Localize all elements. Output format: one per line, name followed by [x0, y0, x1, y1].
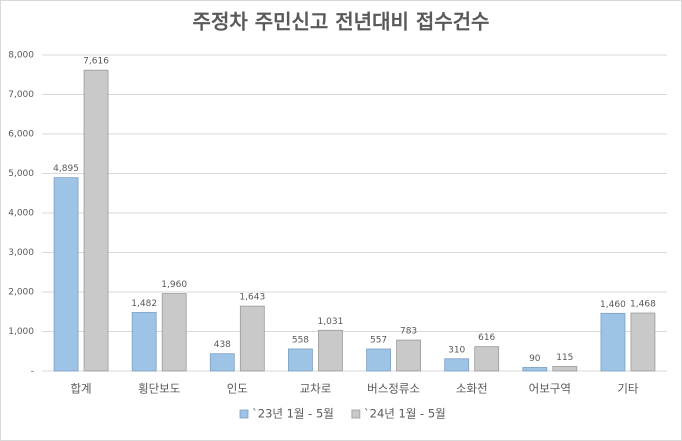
- legend-swatch: [239, 409, 249, 419]
- value-label: 558: [292, 335, 309, 345]
- value-label: 1,468: [630, 300, 656, 310]
- y-tick-label: 4,000: [8, 209, 34, 219]
- y-tick-label: 3,000: [8, 248, 34, 258]
- legend-label: `23년 1월 - 5월: [252, 407, 334, 421]
- value-label: 1,482: [131, 299, 157, 309]
- bar: [630, 312, 656, 372]
- y-tick-label: 8,000: [8, 51, 34, 61]
- x-tick-label: 소화전: [456, 382, 488, 396]
- value-label: 1,960: [161, 280, 187, 290]
- x-tick-label: 횡단보도: [138, 382, 180, 396]
- y-tick-label: -: [31, 367, 34, 377]
- bar: [288, 348, 313, 372]
- y-tick-label: 7,000: [8, 90, 34, 100]
- value-label: 90: [529, 354, 541, 364]
- x-tick-label: 어보구역: [529, 382, 571, 396]
- value-label: 115: [556, 353, 573, 363]
- x-tick-label: 버스정류소: [367, 382, 420, 396]
- bar: [396, 339, 421, 372]
- bar: [552, 366, 578, 372]
- value-label: 310: [448, 345, 465, 355]
- bar: [444, 358, 470, 372]
- bar: [83, 69, 109, 372]
- bar: [522, 367, 548, 372]
- value-label: 438: [214, 340, 231, 350]
- y-tick-label: 6,000: [8, 130, 34, 140]
- chart-title: 주정차 주민신고 전년대비 접수건수: [193, 10, 490, 34]
- bar: [53, 177, 79, 372]
- value-label: 1,460: [600, 300, 626, 310]
- bar: [318, 329, 343, 372]
- bar: [161, 293, 187, 372]
- y-tick-label: 2,000: [8, 288, 34, 298]
- value-label: 4,895: [53, 164, 79, 174]
- value-label: 616: [478, 333, 495, 343]
- y-tick-label: 1,000: [8, 327, 34, 337]
- bar: [600, 312, 626, 372]
- value-label: 1,643: [239, 293, 265, 303]
- bar: [239, 305, 265, 372]
- x-tick-label: 인도: [227, 382, 248, 396]
- bar: [131, 312, 157, 372]
- y-tick-label: 5,000: [8, 169, 34, 179]
- legend-swatch: [351, 409, 361, 419]
- bar: [209, 353, 235, 372]
- x-tick-label: 기타: [617, 382, 639, 396]
- value-label: 557: [370, 335, 387, 345]
- bar: [366, 348, 391, 372]
- bar: [474, 346, 500, 372]
- value-label: 783: [400, 327, 417, 337]
- value-label: 7,616: [83, 57, 109, 67]
- value-label: 1,031: [318, 317, 344, 327]
- x-tick-label: 합계: [70, 382, 91, 396]
- legend-label: `24년 1월 - 5월: [364, 407, 446, 421]
- x-tick-label: 교차로: [300, 382, 332, 396]
